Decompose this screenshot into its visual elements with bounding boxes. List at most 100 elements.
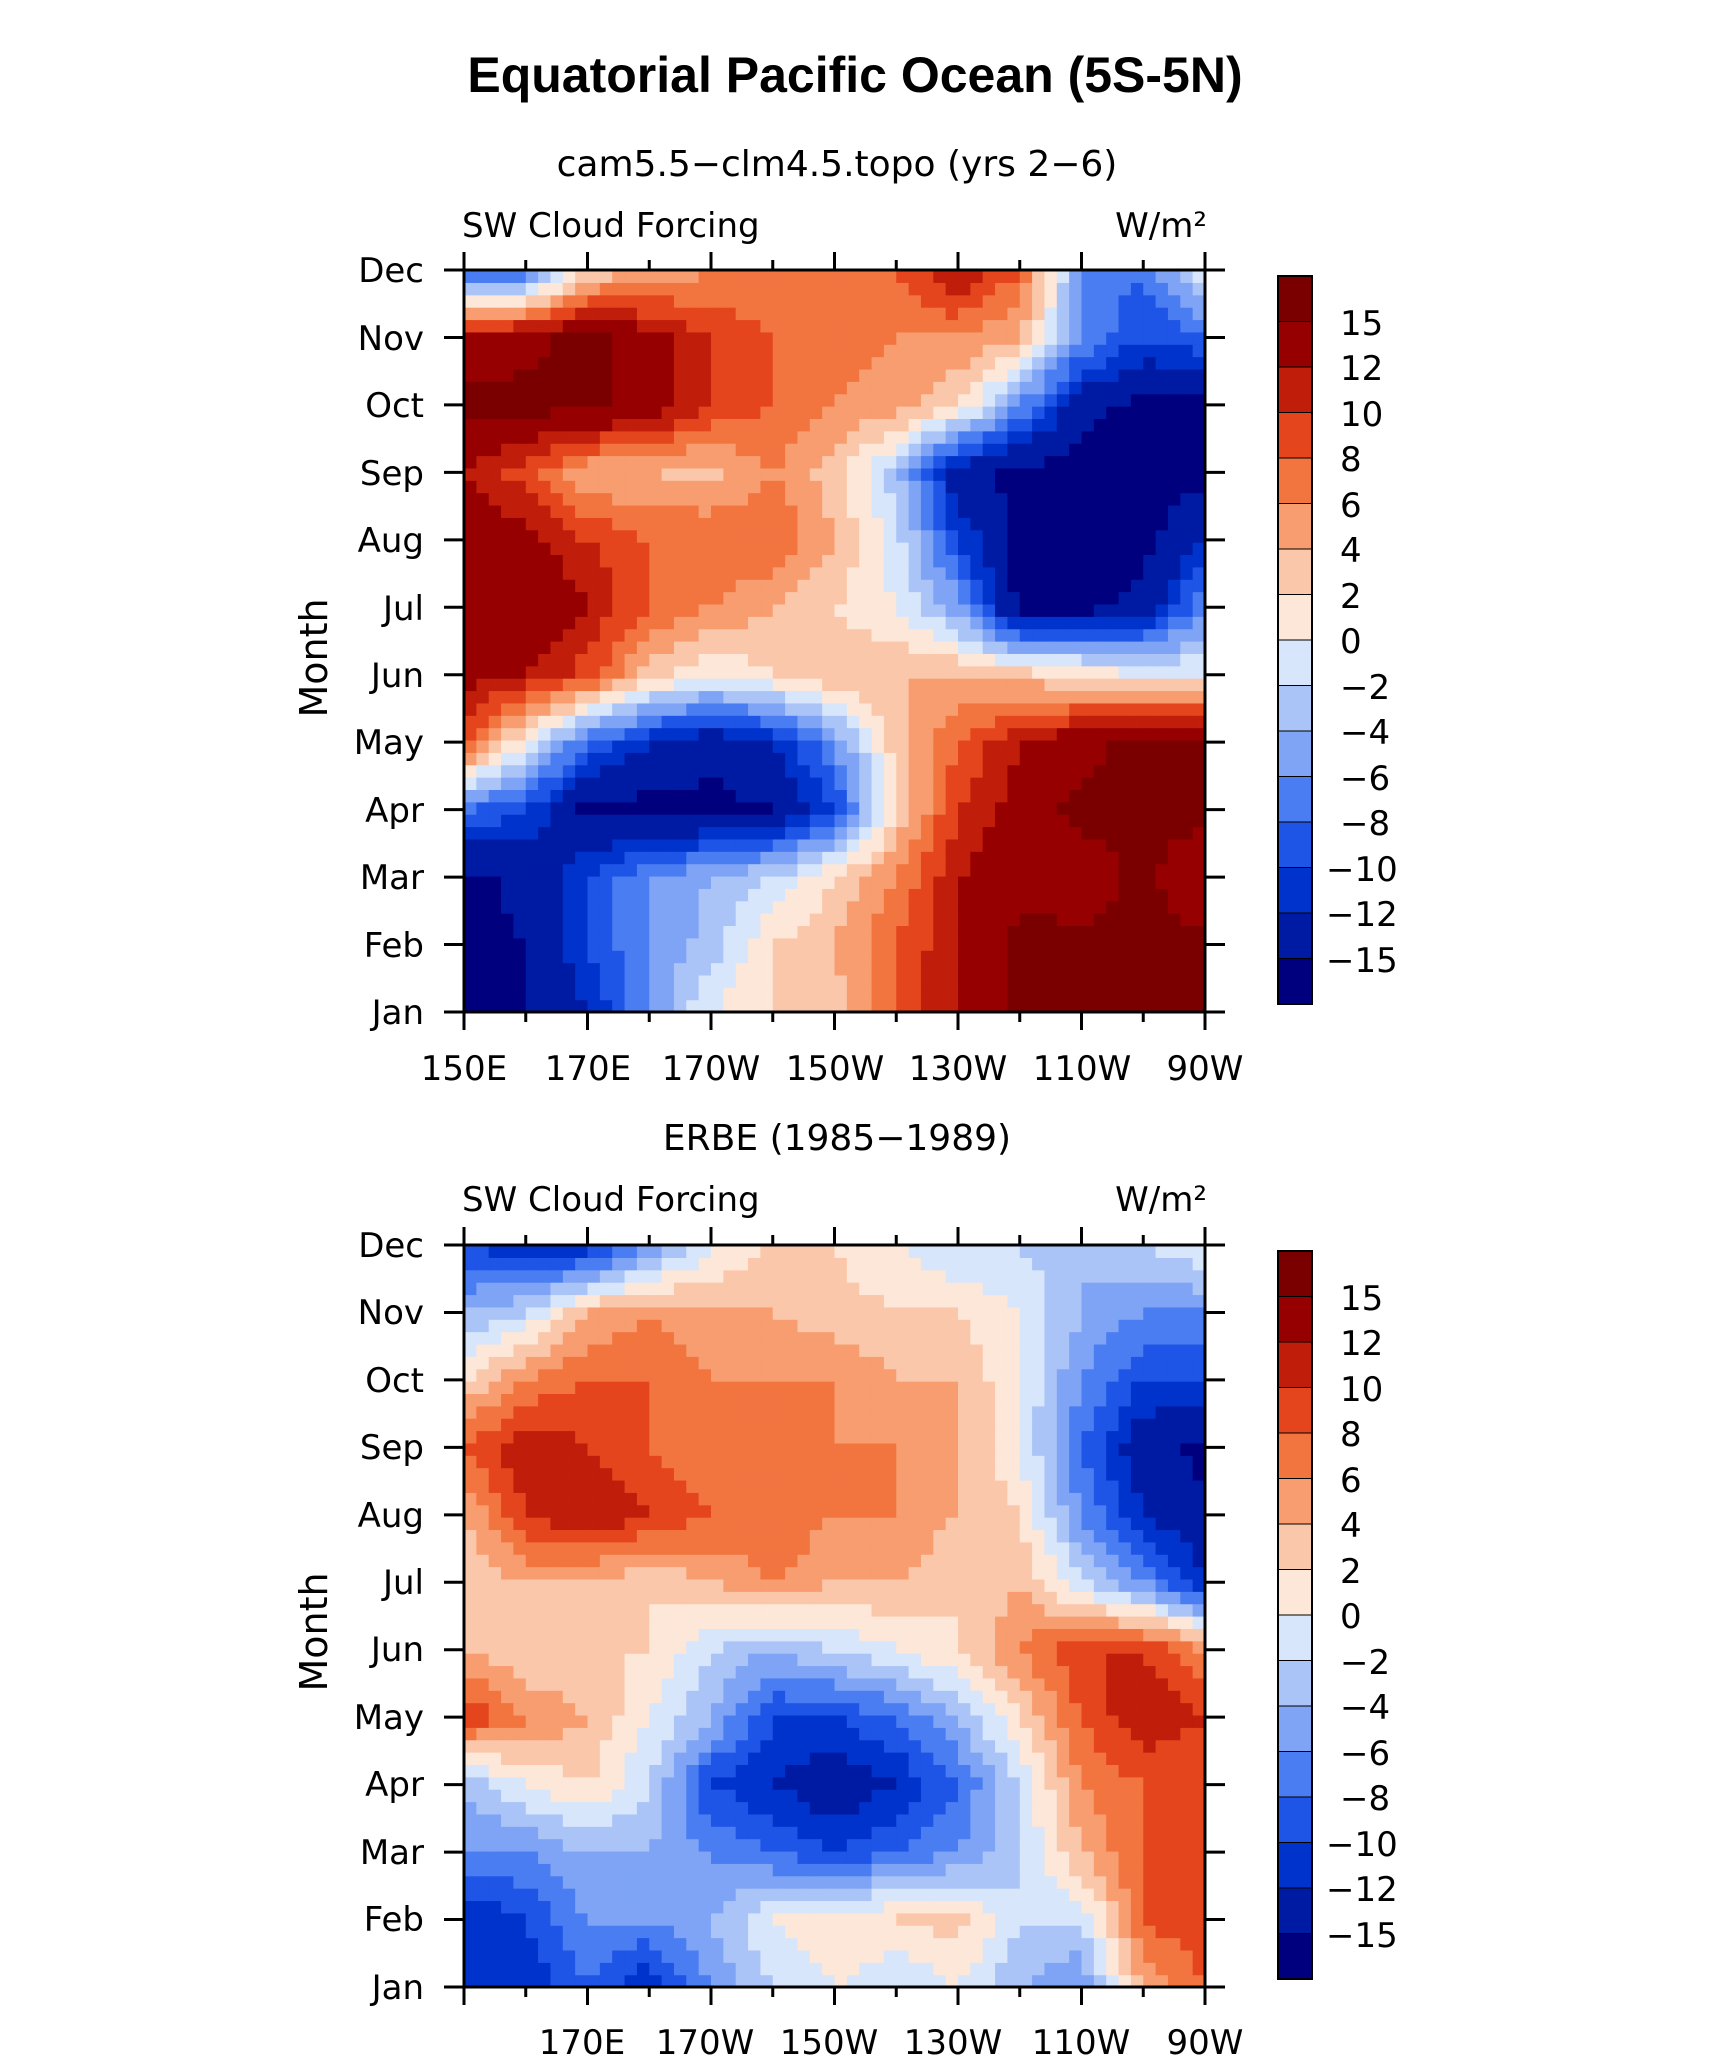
heatmap-cell [1167,1789,1181,1803]
heatmap-cell [859,925,873,939]
heatmap-cell [1155,665,1169,679]
heatmap-cell [785,987,799,1001]
heatmap-cell [624,789,638,803]
heatmap-cell [1118,542,1132,556]
heatmap-cell [1032,814,1046,828]
heatmap-cell [834,368,848,382]
heatmap-cell [822,1826,836,1840]
heatmap-cell [982,529,996,543]
heatmap-cell [920,702,934,716]
heatmap-cell [1192,1900,1206,1914]
heatmap-cell [1056,467,1070,481]
heatmap-cell [698,1962,712,1976]
heatmap-cell [908,480,922,494]
heatmap-cell [1056,418,1070,432]
heatmap-cell [1093,962,1107,976]
heatmap-cell [1180,270,1194,283]
heatmap-cell [995,517,1008,531]
heatmap-cell [686,529,700,543]
heatmap-cell [735,851,749,865]
heatmap-cell [982,1752,996,1765]
heatmap-cell [933,665,947,679]
heatmap-cell [612,504,626,518]
heatmap-cell [686,777,700,790]
heatmap-cell [1044,752,1058,766]
heatmap-cell [1081,1801,1095,1815]
heatmap-cell [1093,1850,1107,1864]
heatmap-cell [711,418,724,432]
heatmap-cell [809,801,823,815]
heatmap-cell [933,962,947,976]
heatmap-cell [809,690,823,704]
heatmap-cell [476,838,490,852]
heatmap-cell [735,826,749,840]
heatmap-cell [1019,863,1033,877]
heatmap-cell [883,999,897,1013]
heatmap-cell [501,875,514,889]
heatmap-cell [933,937,947,951]
heatmap-cell [1007,603,1021,617]
heatmap-cell [698,418,712,432]
heatmap-cell [822,393,836,407]
heatmap-cell [723,641,737,654]
heatmap-cell [1069,270,1083,283]
heatmap-cell [797,1776,811,1790]
heatmap-cell [488,715,502,729]
heatmap-cell [1069,690,1083,704]
heatmap-cell [525,1912,539,1926]
heatmap-cell [612,1801,626,1815]
heatmap-cell [711,1752,724,1765]
heatmap-cell [1167,950,1181,964]
heatmap-cell [1032,1752,1046,1765]
heatmap-cell [723,1863,737,1877]
heatmap-cell [698,319,712,333]
heatmap-cell [760,418,774,432]
heatmap-cell [488,307,502,321]
heatmap-cell [883,616,897,630]
heatmap-cell [686,430,700,444]
heatmap-cell [525,1925,539,1939]
heatmap-cell [1167,1949,1181,1963]
heatmap-cell [723,777,737,790]
heatmap-cell [1180,937,1194,951]
heatmap-cell [1167,888,1181,902]
heatmap-cell [575,418,589,432]
heatmap-cell [809,888,823,902]
heatmap-cell [575,1752,589,1765]
heatmap-cell [464,1727,477,1741]
heatmap-cell [612,1925,626,1939]
heatmap-cell [1019,937,1033,951]
heatmap-cell [1143,900,1157,914]
heatmap-cell [945,591,959,605]
heatmap-cell [958,368,971,382]
heatmap-cell [785,1863,799,1877]
heatmap-cell [883,566,897,580]
heatmap-cell [488,1937,502,1951]
heatmap-cell [723,727,737,741]
heatmap-cell [501,715,514,729]
heatmap-cell [883,764,897,778]
heatmap-cell [1106,1962,1120,1976]
heatmap-cell [970,455,984,469]
heatmap-cell [686,331,700,345]
heatmap-cell [735,504,749,518]
heatmap-cell [1007,480,1021,494]
heatmap-cell [624,641,638,654]
heatmap-cell [624,1912,638,1926]
heatmap-cell [822,789,836,803]
heatmap-cell [958,715,971,729]
heatmap-cell [513,1912,527,1926]
heatmap-cell [1019,406,1033,419]
heatmap-cell [575,641,589,654]
heatmap-cell [871,863,885,877]
heatmap-cell [550,1727,564,1741]
heatmap-cell [908,1752,922,1765]
heatmap-cell [636,1813,650,1827]
heatmap-cell [538,838,552,852]
heatmap-cell [871,937,885,951]
heatmap-cell [686,974,700,988]
heatmap-cell [636,517,650,531]
heatmap-cell [1007,430,1021,444]
heatmap-cell [995,443,1008,457]
heatmap-cell [1032,282,1046,296]
